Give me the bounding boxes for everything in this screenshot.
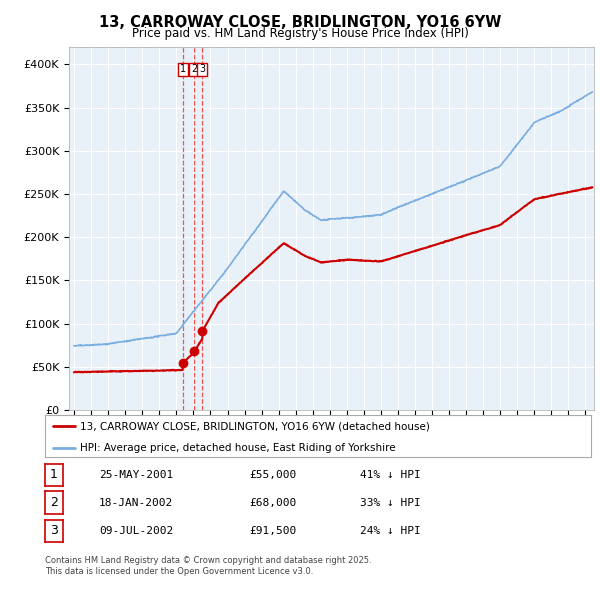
Text: £91,500: £91,500	[249, 526, 296, 536]
Text: 13, CARROWAY CLOSE, BRIDLINGTON, YO16 6YW: 13, CARROWAY CLOSE, BRIDLINGTON, YO16 6Y…	[99, 15, 501, 30]
Text: 33% ↓ HPI: 33% ↓ HPI	[360, 498, 421, 507]
Text: 13, CARROWAY CLOSE, BRIDLINGTON, YO16 6YW (detached house): 13, CARROWAY CLOSE, BRIDLINGTON, YO16 6Y…	[80, 421, 430, 431]
Text: Price paid vs. HM Land Registry's House Price Index (HPI): Price paid vs. HM Land Registry's House …	[131, 27, 469, 40]
Text: 2: 2	[191, 64, 197, 74]
Text: 2: 2	[50, 496, 58, 509]
Text: 3: 3	[50, 525, 58, 537]
Text: 1: 1	[50, 468, 58, 481]
Text: Contains HM Land Registry data © Crown copyright and database right 2025.: Contains HM Land Registry data © Crown c…	[45, 556, 371, 565]
Text: 1: 1	[180, 64, 186, 74]
Text: £68,000: £68,000	[249, 498, 296, 507]
Text: 25-MAY-2001: 25-MAY-2001	[99, 470, 173, 480]
Text: 3: 3	[199, 64, 206, 74]
Text: 41% ↓ HPI: 41% ↓ HPI	[360, 470, 421, 480]
Text: HPI: Average price, detached house, East Riding of Yorkshire: HPI: Average price, detached house, East…	[80, 443, 396, 453]
Text: 18-JAN-2002: 18-JAN-2002	[99, 498, 173, 507]
Text: 09-JUL-2002: 09-JUL-2002	[99, 526, 173, 536]
Text: £55,000: £55,000	[249, 470, 296, 480]
Text: This data is licensed under the Open Government Licence v3.0.: This data is licensed under the Open Gov…	[45, 567, 313, 576]
Text: 24% ↓ HPI: 24% ↓ HPI	[360, 526, 421, 536]
